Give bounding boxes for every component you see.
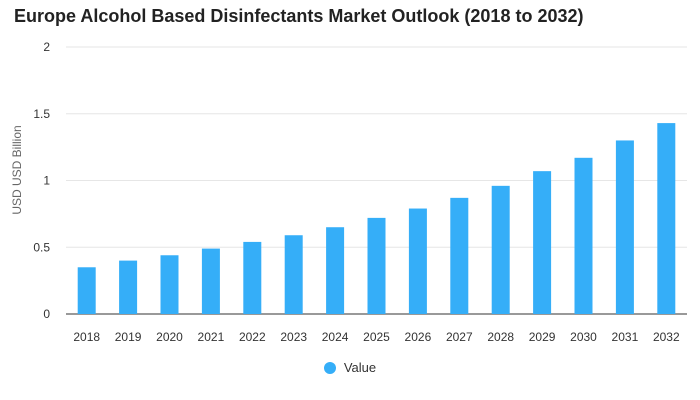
y-axis-label: USD USD Billion <box>10 125 24 214</box>
bar-2023[interactable] <box>284 235 303 314</box>
x-tick-label: 2031 <box>612 330 639 344</box>
bar-2019[interactable] <box>119 260 138 314</box>
y-tick-label: 1.5 <box>33 107 50 121</box>
x-tick-label: 2020 <box>156 330 183 344</box>
y-tick-label: 0 <box>43 307 50 321</box>
legend-swatch-icon <box>323 361 336 374</box>
bar-2028[interactable] <box>491 185 510 314</box>
y-axis-ticks: 0 0.5 1 1.5 2 <box>33 40 50 321</box>
bar-2029[interactable] <box>533 171 552 314</box>
bar-2027[interactable] <box>450 197 469 314</box>
x-tick-label: 2018 <box>73 330 100 344</box>
bar-2018[interactable] <box>77 267 96 314</box>
bar-2026[interactable] <box>408 208 427 314</box>
x-tick-label: 2032 <box>653 330 680 344</box>
x-tick-label: 2026 <box>405 330 432 344</box>
bar-2020[interactable] <box>160 255 179 314</box>
bar-2030[interactable] <box>574 157 593 314</box>
bars <box>77 123 676 314</box>
chart-title: Europe Alcohol Based Disinfectants Marke… <box>14 6 584 26</box>
x-tick-label: 2029 <box>529 330 556 344</box>
x-axis-ticks: 2018 2019 2020 2021 2022 2023 2024 2025 2026 2027… <box>73 330 680 344</box>
x-tick-label: 2027 <box>446 330 473 344</box>
x-tick-label: 2023 <box>280 330 307 344</box>
legend[interactable]: Value <box>0 360 700 375</box>
x-tick-label: 2025 <box>363 330 390 344</box>
bar-2024[interactable] <box>326 227 345 314</box>
bar-2031[interactable] <box>615 140 634 314</box>
legend-label: Value <box>343 360 377 375</box>
x-tick-label: 2028 <box>487 330 514 344</box>
bar-2021[interactable] <box>201 248 220 314</box>
y-tick-label: 0.5 <box>33 240 50 254</box>
y-tick-label: 2 <box>43 40 50 54</box>
x-tick-label: 2021 <box>198 330 225 344</box>
bar-2025[interactable] <box>367 217 386 314</box>
bar-2022[interactable] <box>243 241 262 314</box>
y-tick-label: 1 <box>43 174 50 188</box>
x-tick-label: 2030 <box>570 330 597 344</box>
x-tick-label: 2022 <box>239 330 266 344</box>
x-tick-label: 2019 <box>115 330 142 344</box>
x-tick-label: 2024 <box>322 330 349 344</box>
bar-2032[interactable] <box>657 123 676 314</box>
